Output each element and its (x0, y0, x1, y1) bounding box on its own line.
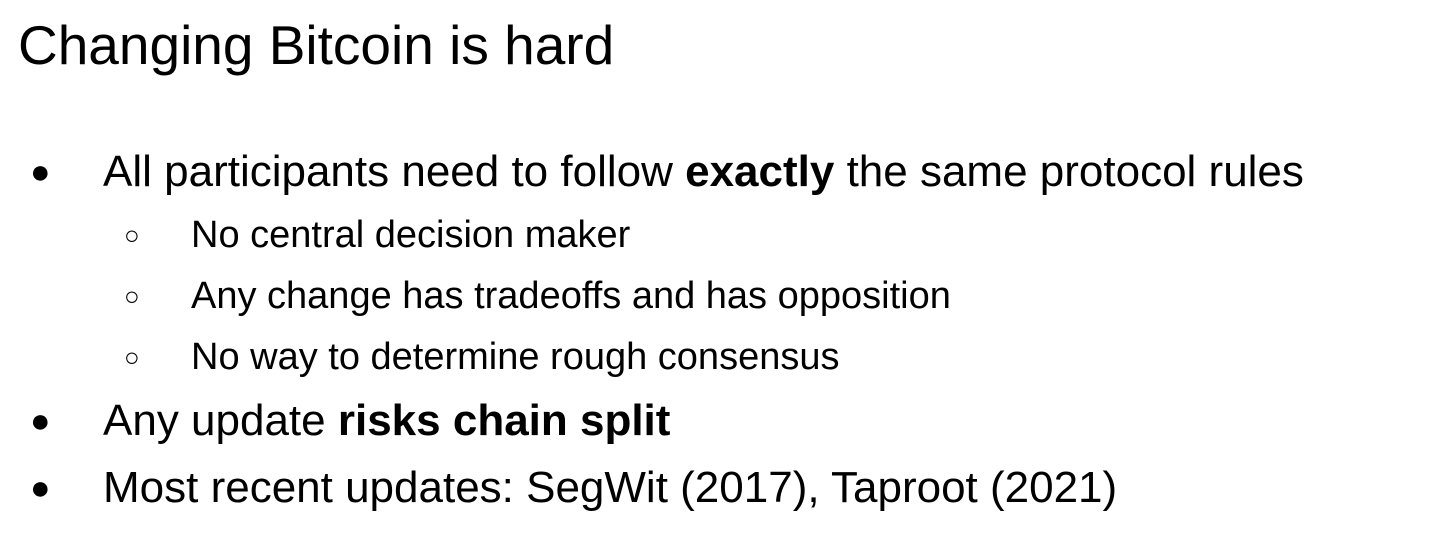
bullet-item-3: Most recent updates: SegWit (2017), Tapr… (103, 462, 1117, 514)
bullet-icon: ● (30, 469, 51, 507)
bullet-item-3-text: Most recent updates: SegWit (2017), Tapr… (103, 463, 1118, 512)
bullet-item-1-emphasis: exactly (685, 147, 835, 196)
bullet-item-2-text: Any update (103, 396, 338, 445)
bullet-item-2: Any update risks chain split (103, 395, 670, 447)
sub-bullet-icon: ○ (124, 281, 140, 311)
sub-item-3: No way to determine rough consensus (191, 336, 840, 378)
bullet-item-1-text-end: the same protocol rules (834, 147, 1304, 196)
slide-title: Changing Bitcoin is hard (18, 14, 615, 76)
sub-item-2: Any change has tradeoffs and has opposit… (191, 275, 951, 317)
bullet-icon: ● (30, 153, 51, 191)
sub-item-1: No central decision maker (191, 214, 631, 256)
bullet-icon: ● (30, 402, 51, 440)
bullet-item-1-text: All participants need to follow (103, 147, 686, 196)
bullet-item-1: All participants need to follow exactly … (103, 146, 1304, 198)
sub-bullet-icon: ○ (124, 220, 140, 250)
bullet-item-2-emphasis: risks chain split (337, 396, 671, 445)
sub-bullet-icon: ○ (124, 342, 140, 372)
